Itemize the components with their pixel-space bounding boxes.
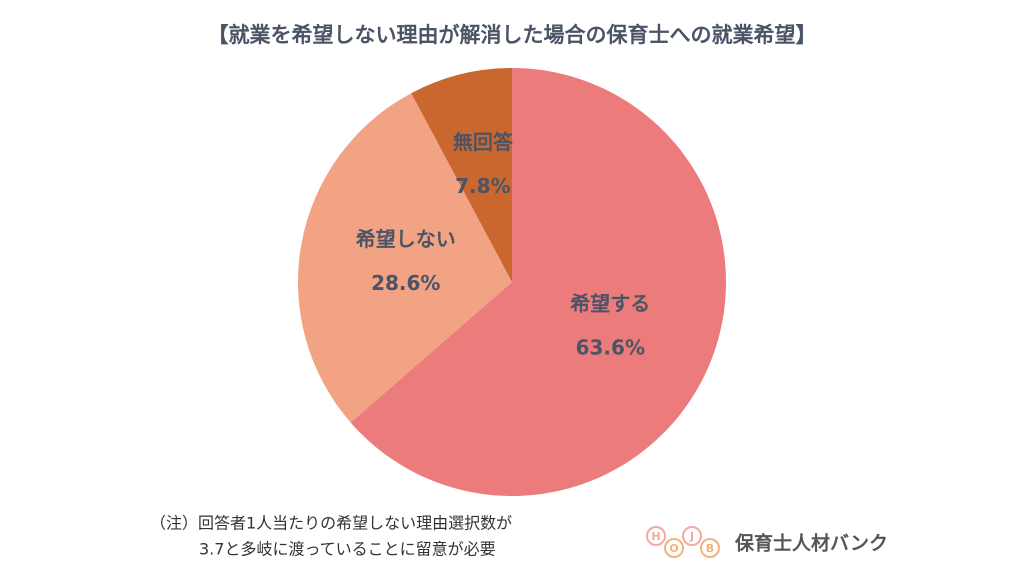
slice-category: 希望しない (356, 227, 456, 251)
logo-circle (664, 538, 684, 558)
slice-category: 無回答 (453, 130, 514, 154)
slice-category: 希望する (570, 291, 650, 315)
pie (298, 68, 726, 496)
slice-value-label: 7.8% (455, 174, 510, 198)
logo-letter: H (651, 530, 660, 543)
pie-slice (298, 93, 512, 423)
logo-circle (646, 526, 666, 546)
logo-circle (700, 538, 720, 558)
pie-slice (350, 68, 726, 496)
pie-slice (411, 68, 512, 282)
slice-value-label: 28.6% (371, 271, 440, 295)
chart-title: 【就業を希望しない理由が解消した場合の保育士への就業希望】 (208, 23, 817, 47)
note-line: 3.7と多岐に渡っていることに留意が必要 (199, 540, 496, 559)
note-line: （注）回答者1人当たりの希望しない理由選択数が (150, 514, 512, 533)
logo-letter: O (669, 542, 678, 555)
logo-letter: J (689, 530, 694, 543)
logo-circle (682, 526, 702, 546)
logo-text: 保育士人材バンク (734, 532, 888, 555)
labels: 希望する 63.6% 希望しない 28.6% 無回答 7.8% (356, 130, 651, 359)
slice-value-label: 63.6% (576, 335, 645, 359)
logo-letter: B (706, 542, 714, 555)
